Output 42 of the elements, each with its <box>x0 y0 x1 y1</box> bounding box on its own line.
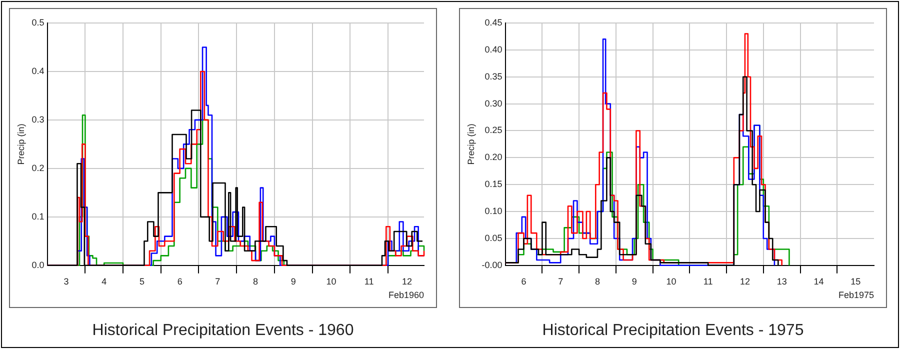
y-tick-label: 0.5 <box>32 17 44 28</box>
y-tick-label: 0.3 <box>32 114 44 124</box>
x-tick-label: 7 <box>215 276 220 286</box>
y-tick-label: -0.00 <box>482 260 502 270</box>
x-tick-label: 10 <box>666 276 676 286</box>
x-axis-title: Feb1975 <box>838 290 874 300</box>
x-tick-label: 3 <box>64 276 69 286</box>
y-tick-label: 0.40 <box>484 44 502 54</box>
x-tick-label: 11 <box>703 276 713 286</box>
x-tick-label: 6 <box>521 276 526 286</box>
x-tick-label: 6 <box>177 276 182 286</box>
x-tick-label: 7 <box>558 276 564 286</box>
x-axis-title: Feb1960 <box>388 290 424 300</box>
x-tick-label: 13 <box>776 276 787 286</box>
x-tick-label: 5 <box>139 276 144 286</box>
y-tick-label: 0.15 <box>484 179 502 190</box>
x-tick-label: 14 <box>814 276 824 286</box>
y-tick-label: 0.25 <box>484 125 502 136</box>
y-tick-label: 0.35 <box>484 71 502 82</box>
y-tick-label: 0.0 <box>32 260 44 270</box>
x-tick-label: 10 <box>326 276 336 286</box>
y-tick-label: 0.4 <box>32 66 44 76</box>
x-tick-label: 12 <box>740 276 750 286</box>
y-tick-label: 0.45 <box>484 17 502 28</box>
text: Historical Precipitation Events - 1975 <box>541 322 805 340</box>
y-tick-label: 0.05 <box>484 232 502 243</box>
x-tick-label: 8 <box>594 276 600 286</box>
y-tick-label: 0.2 <box>32 162 44 173</box>
y-tick-label: 0.10 <box>484 206 502 216</box>
y-tick-label: 0.20 <box>484 152 502 162</box>
x-tick-label: 8 <box>253 276 258 286</box>
y-tick-label: 0.1 <box>32 211 44 222</box>
text: Historical Precipitation Events - 1960 <box>91 322 355 340</box>
y-axis-title: Precip (in) <box>16 124 26 165</box>
y-tick-label: 0.30 <box>484 98 502 108</box>
x-tick-label: 12 <box>402 276 412 286</box>
x-tick-label: 4 <box>102 276 107 286</box>
x-tick-label: 15 <box>850 276 861 286</box>
y-axis-title: Precip (in) <box>466 124 476 165</box>
x-tick-label: 11 <box>364 276 374 286</box>
x-tick-label: 9 <box>290 276 296 286</box>
x-tick-label: 9 <box>632 276 637 286</box>
